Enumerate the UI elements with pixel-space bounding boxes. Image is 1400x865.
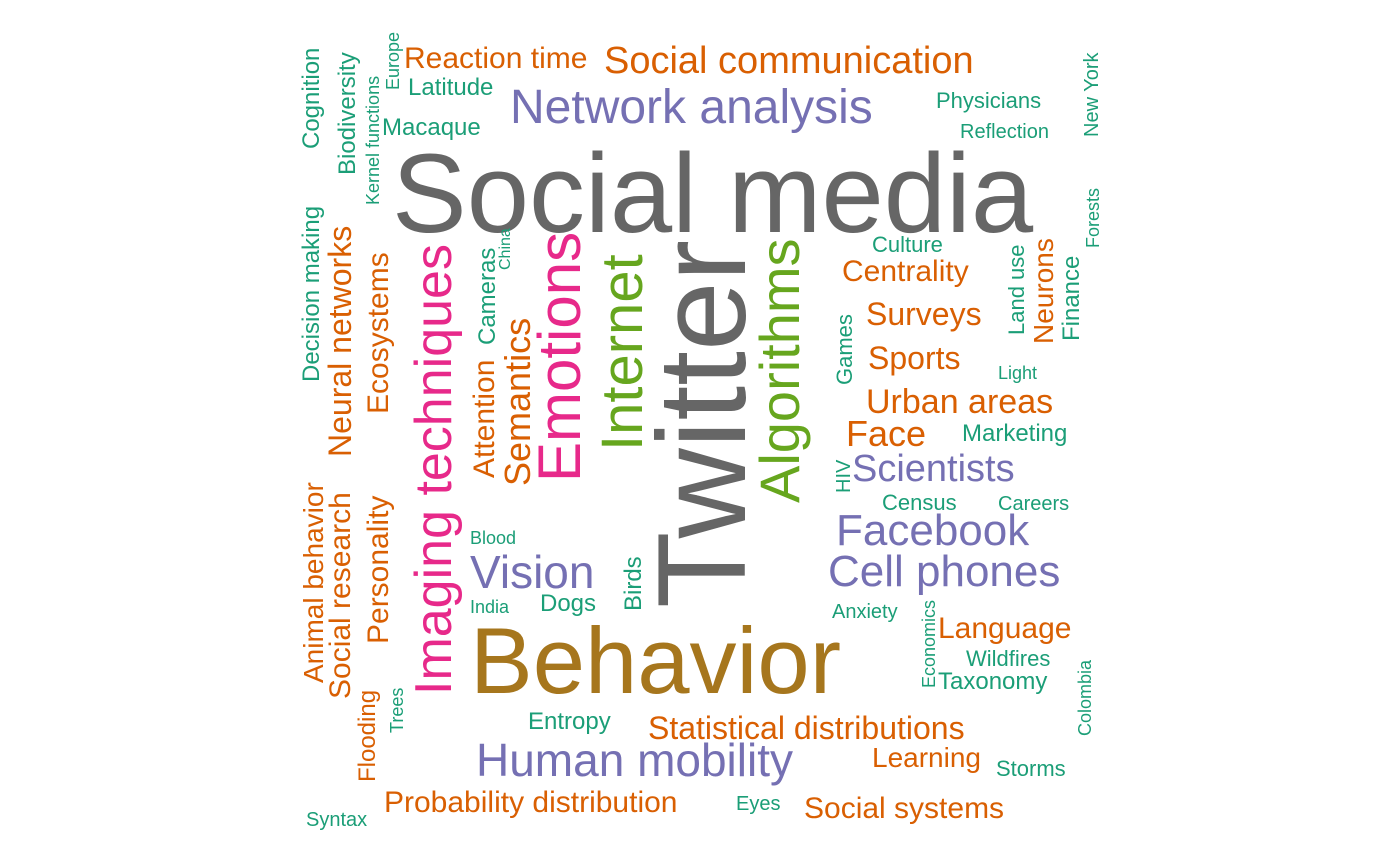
word-personality: Personality xyxy=(362,495,395,644)
word-india: India xyxy=(470,597,510,617)
word-learning: Learning xyxy=(872,742,981,773)
word-human-mobility: Human mobility xyxy=(476,734,793,786)
word-latitude: Latitude xyxy=(408,74,494,101)
word-cognition: Cognition xyxy=(298,47,325,149)
word-census: Census xyxy=(882,490,957,515)
word-entropy: Entropy xyxy=(528,708,611,735)
word-reaction-time: Reaction time xyxy=(404,42,588,75)
word-eyes: Eyes xyxy=(736,793,781,815)
word-marketing: Marketing xyxy=(962,420,1068,447)
word-dogs: Dogs xyxy=(540,590,597,617)
word-facebook: Facebook xyxy=(836,506,1030,555)
word-flooding: Flooding xyxy=(354,689,381,782)
word-new-york: New York xyxy=(1081,52,1103,138)
word-blood: Blood xyxy=(470,528,517,548)
word-china: China xyxy=(497,228,514,270)
word-probability-distribution: Probability distribution xyxy=(384,786,678,819)
word-taxonomy: Taxonomy xyxy=(938,668,1048,695)
word-trees: Trees xyxy=(387,687,407,733)
word-economics: Economics xyxy=(919,599,939,688)
word-language: Language xyxy=(938,612,1072,645)
word-imaging-techniques: Imaging techniques xyxy=(405,244,463,695)
word-vision: Vision xyxy=(470,546,595,598)
word-biodiversity: Biodiversity xyxy=(334,52,361,175)
word-colombia: Colombia xyxy=(1075,659,1095,736)
word-twitter: Twitter xyxy=(633,239,772,608)
word-ecosystems: Ecosystems xyxy=(362,252,395,414)
word-kernel-functions: Kernel functions xyxy=(363,75,383,205)
word-neurons: Neurons xyxy=(1028,238,1059,344)
word-animal-behavior: Animal behavior xyxy=(298,482,329,683)
word-surveys: Surveys xyxy=(866,296,982,332)
word-forests: Forests xyxy=(1083,187,1103,248)
word-wildfires: Wildfires xyxy=(966,646,1051,671)
word-finance: Finance xyxy=(1058,255,1085,341)
word-social-communication: Social communication xyxy=(604,40,974,82)
word-physicians: Physicians xyxy=(936,88,1042,113)
word-decision-making: Decision making xyxy=(298,205,325,382)
word-face: Face xyxy=(846,413,927,454)
word-land-use: Land use xyxy=(1004,244,1029,335)
word-sports: Sports xyxy=(868,340,961,376)
word-careers: Careers xyxy=(998,493,1070,515)
word-emotions: Emotions xyxy=(526,231,593,482)
word-social-research: Social research xyxy=(324,492,357,699)
word-statistical-distributions: Statistical distributions xyxy=(648,710,965,746)
word-social-systems: Social systems xyxy=(804,792,1005,825)
word-centrality: Centrality xyxy=(842,255,969,288)
word-anxiety: Anxiety xyxy=(832,601,898,623)
word-behavior: Behavior xyxy=(470,608,841,713)
word-cell-phones: Cell phones xyxy=(828,547,1061,596)
word-semantics: Semantics xyxy=(497,317,538,486)
word-social-media: Social media xyxy=(392,131,1034,256)
word-games: Games xyxy=(832,314,857,385)
word-culture: Culture xyxy=(872,232,943,257)
word-network-analysis: Network analysis xyxy=(510,81,873,134)
word-birds: Birds xyxy=(620,556,647,611)
word-attention: Attention xyxy=(468,359,501,478)
word-hiv: HIV xyxy=(833,459,855,493)
word-reflection: Reflection xyxy=(960,121,1049,143)
word-urban-areas: Urban areas xyxy=(866,383,1054,421)
word-europe: Europe xyxy=(383,31,403,90)
word-neural-networks: Neural networks xyxy=(322,225,358,457)
word-storms: Storms xyxy=(996,756,1066,781)
word-macaque: Macaque xyxy=(382,114,481,141)
word-syntax: Syntax xyxy=(306,809,368,831)
word-scientists: Scientists xyxy=(852,448,1015,490)
word-algorithms: Algorithms xyxy=(748,238,811,503)
word-internet: Internet xyxy=(590,254,655,451)
word-light: Light xyxy=(998,363,1038,383)
